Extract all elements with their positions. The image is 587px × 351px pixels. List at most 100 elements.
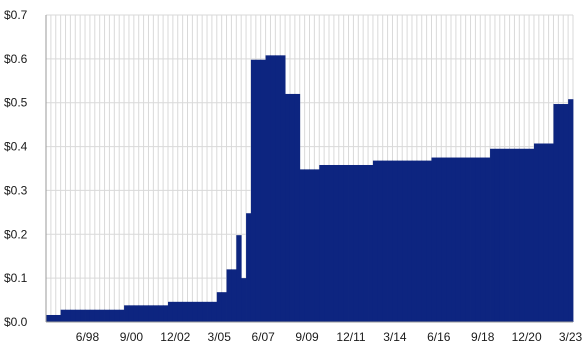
bar [470, 157, 476, 322]
bar [514, 148, 520, 322]
bar [148, 305, 154, 322]
y-tick-label: $0.5 [4, 96, 28, 110]
bar [270, 55, 276, 322]
bar [548, 143, 554, 322]
bar [543, 143, 550, 322]
bar [460, 157, 467, 322]
bar [182, 301, 188, 322]
bar [167, 301, 174, 322]
bar [524, 148, 530, 322]
x-tick-label: 9/09 [295, 330, 319, 344]
bar [436, 157, 442, 322]
bar [153, 305, 159, 322]
bar [490, 148, 496, 322]
bar [255, 59, 262, 323]
bar [285, 93, 291, 322]
bar [114, 309, 120, 322]
bar [80, 309, 86, 322]
bar [353, 164, 359, 322]
bar [128, 305, 135, 322]
bar [265, 55, 271, 322]
bar [211, 301, 218, 322]
bar [294, 93, 301, 322]
y-tick-label: $0.2 [4, 227, 28, 241]
bar [509, 148, 515, 322]
bar [109, 309, 115, 322]
bar [280, 55, 286, 322]
bar [465, 157, 471, 322]
y-tick-labels: $0.0 $0.1 $0.2 $0.3 $0.4 $0.5 $0.6 $0.7 [4, 8, 28, 329]
bar [324, 164, 330, 322]
y-tick-label: $0.3 [4, 183, 28, 197]
bar [480, 157, 486, 322]
bar [46, 314, 52, 322]
x-tick-label: 3/23 [559, 330, 583, 344]
bar [99, 309, 105, 322]
bar [138, 305, 144, 322]
bar [431, 157, 437, 322]
bar [221, 292, 227, 322]
bar [50, 314, 57, 322]
y-tick-label: $0.7 [4, 8, 28, 22]
bar [397, 160, 403, 322]
bar [372, 160, 379, 322]
axes [45, 15, 573, 323]
bar [202, 301, 208, 322]
bar [348, 164, 354, 322]
bar [363, 164, 369, 322]
bar [441, 157, 447, 322]
x-tick-label: 6/16 [427, 330, 451, 344]
bar [387, 160, 393, 322]
x-tick-label: 6/07 [251, 330, 275, 344]
x-tick-label: 12/20 [512, 330, 542, 344]
bar [85, 309, 91, 322]
bar [451, 157, 457, 322]
bar [250, 59, 257, 323]
x-tick-label: 3/14 [383, 330, 407, 344]
bar [187, 301, 193, 322]
bar [124, 305, 130, 322]
bar [231, 269, 237, 322]
y-tick-label: $0.6 [4, 52, 28, 66]
bar [304, 169, 310, 322]
bar [499, 148, 506, 322]
bar [246, 213, 252, 322]
bar [104, 309, 110, 322]
bar [241, 278, 247, 322]
bar [163, 305, 169, 322]
bar [333, 164, 340, 322]
bar [309, 169, 315, 322]
x-tick-label: 9/00 [120, 330, 144, 344]
bar [226, 269, 232, 322]
bar [563, 104, 569, 322]
bar [192, 301, 198, 322]
y-tick-label: $0.4 [4, 140, 28, 154]
bar [407, 160, 413, 322]
bar [319, 164, 325, 322]
bar [65, 309, 71, 322]
bar [421, 160, 428, 322]
bar [382, 160, 388, 322]
x-tick-label: 12/02 [160, 330, 190, 344]
bar [172, 301, 179, 322]
bar [299, 169, 306, 322]
x-tick-label: 3/05 [208, 330, 232, 344]
bar [177, 301, 184, 322]
bar [568, 99, 574, 322]
bar [416, 160, 423, 322]
bar [197, 301, 203, 322]
bar [368, 164, 374, 322]
bar [504, 148, 510, 322]
bar [485, 157, 491, 322]
x-tick-label: 12/11 [336, 330, 365, 344]
x-tick-label: 9/18 [471, 330, 495, 344]
bar [558, 104, 564, 322]
bar [343, 164, 349, 322]
bar [358, 164, 364, 322]
bar [529, 148, 535, 322]
bar [392, 160, 398, 322]
bar [94, 309, 101, 322]
bar [402, 160, 408, 322]
bar [55, 314, 62, 322]
bar [377, 160, 384, 322]
